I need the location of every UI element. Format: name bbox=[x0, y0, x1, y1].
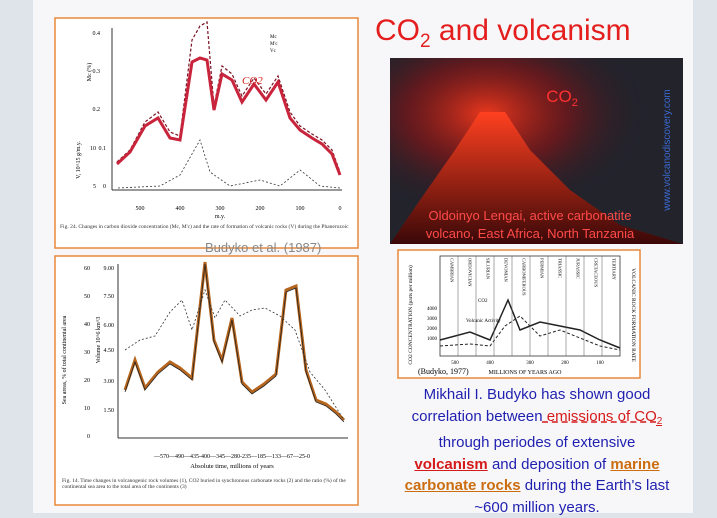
period-label: SILURIAN bbox=[486, 258, 491, 280]
axis-title: V, 10^15 g/m.y. bbox=[76, 141, 82, 179]
text-run: 2 bbox=[657, 416, 663, 427]
text-run: carbonate rocks bbox=[405, 477, 521, 494]
curve-label: Volcanic Activity bbox=[466, 319, 501, 324]
tick-label: 300 bbox=[216, 206, 225, 212]
text-run: emissions of CO bbox=[543, 408, 657, 425]
tick-label: 4000 bbox=[427, 307, 438, 312]
period-label: TRIASSIC bbox=[558, 258, 563, 278]
figure-caption: Fig. 24. Changes in carbon dioxide conce… bbox=[60, 224, 355, 230]
period-label: DEVONIAN bbox=[504, 258, 509, 282]
legend-entry: Mc bbox=[270, 35, 277, 40]
axis-title: VOLCANIC ROCK FORMATION RATE bbox=[630, 268, 636, 362]
tick-label: 300 bbox=[526, 361, 534, 366]
figure-bottom: 60 50 40 30 20 10 0 9.00 7.50 6.00 4.50 … bbox=[55, 256, 358, 505]
tick-labels: —570—490—435-400—345—280-235—185—133—67—… bbox=[153, 454, 310, 460]
paragraph-line: through periodes of extensive bbox=[370, 432, 704, 454]
axis-title: Sea areas, % of total continental area bbox=[61, 315, 68, 404]
figure-top: 0.4 0.3 0.2 0.1 0 10 5 Mc (%) V, 10^15 g… bbox=[55, 18, 358, 248]
tick-label: 0 bbox=[87, 434, 90, 440]
tick-label: 0.4 bbox=[93, 31, 101, 37]
text-run: and deposition of bbox=[488, 456, 611, 473]
tick-label: 500 bbox=[451, 361, 459, 366]
text-run: Mikhail I. Budyko has shown good bbox=[424, 386, 651, 403]
tick-label: 200 bbox=[256, 206, 265, 212]
photo-label-sub: 2 bbox=[572, 97, 578, 109]
tick-label: 50 bbox=[84, 294, 90, 300]
text-run: volcanism bbox=[414, 456, 487, 473]
photo-caption: Oldoinyo Lengai, active carbonatite bbox=[428, 208, 631, 223]
tick-label: 2000 bbox=[427, 327, 438, 332]
legend-entry: Vc bbox=[270, 49, 277, 54]
axis-title: m.y. bbox=[215, 214, 226, 220]
period-label: CRETACEOUS bbox=[594, 258, 599, 288]
period-label: JURASSIC bbox=[576, 258, 581, 279]
tick-label: 6.00 bbox=[104, 323, 115, 329]
period-label: CAMBRIAN bbox=[450, 258, 455, 283]
axis-title: Mc (%) bbox=[86, 63, 93, 82]
period-label: PERMIAN bbox=[540, 258, 545, 279]
tick-label: 100 bbox=[596, 361, 604, 366]
legend-entry: M'c bbox=[270, 42, 278, 47]
tick-label: 40 bbox=[84, 322, 90, 328]
tick-label: 4.50 bbox=[104, 348, 115, 354]
tick-label: 200 bbox=[561, 361, 569, 366]
text-run: through periodes of extensive bbox=[439, 434, 636, 451]
photo-label: CO bbox=[546, 87, 572, 106]
paragraph-line: ~600 million years. bbox=[370, 497, 704, 518]
tick-label: 400 bbox=[486, 361, 494, 366]
paragraph-line: Mikhail I. Budyko has shown good bbox=[370, 384, 704, 406]
text-run: during the Earth's last bbox=[521, 477, 670, 494]
frame bbox=[398, 250, 640, 378]
paragraph-line: volcanism and deposition of marine bbox=[370, 454, 704, 476]
tick-label: 100 bbox=[296, 206, 305, 212]
tick-label: 30 bbox=[84, 350, 90, 356]
tick-label: 3000 bbox=[427, 317, 438, 322]
figure-right: (Budyko, 1977) MILLIONS OF YEARS AGO 500… bbox=[398, 250, 640, 378]
photo: CO2 Oldoinyo Lengai, active carbonatite … bbox=[390, 58, 683, 244]
citation: (Budyko, 1977) bbox=[418, 367, 469, 376]
axis-title: MILLIONS OF YEARS AGO bbox=[489, 370, 563, 376]
tick-label: 5 bbox=[93, 184, 96, 190]
tick-label: 0.3 bbox=[93, 69, 101, 75]
paragraph-line: correlation between emissions of CO2 bbox=[370, 406, 704, 433]
paragraph-line: carbonate rocks during the Earth's last bbox=[370, 475, 704, 497]
tick-label: 3.00 bbox=[104, 379, 115, 385]
figure-caption: Fig. 14. Time changes in volcanogenic ro… bbox=[62, 478, 354, 490]
tick-label: 10 bbox=[84, 406, 90, 412]
frame bbox=[55, 18, 358, 248]
tick-label: 0.2 bbox=[93, 107, 101, 113]
photo-caption: volcano, East Africa, North Tanzania bbox=[426, 226, 635, 241]
tick-label: 60 bbox=[84, 266, 90, 272]
axis-title: Absolute time, millions of years bbox=[190, 463, 274, 470]
period-label: TERTIARY bbox=[612, 258, 617, 280]
period-label: CARBONIFEROUS bbox=[522, 258, 527, 296]
period-label: ORDOVICIAN bbox=[468, 258, 473, 287]
tick-label: 9.00 bbox=[104, 266, 115, 272]
tick-label: 0.1 bbox=[99, 146, 107, 152]
axis-title: CO2 CONCENTRATION (parts per million) bbox=[407, 265, 414, 364]
text-run: correlation between bbox=[412, 408, 543, 425]
text-run: marine bbox=[610, 456, 659, 473]
tick-label: 1.50 bbox=[104, 408, 115, 414]
citation: Budyko et al. (1987) bbox=[205, 240, 321, 255]
curve-label: CO2 bbox=[478, 299, 488, 304]
tick-label: 10 bbox=[90, 146, 96, 152]
tick-label: 1000 bbox=[427, 337, 438, 342]
tick-label: 400 bbox=[176, 206, 185, 212]
tick-label: 0 bbox=[339, 206, 342, 212]
tick-label: 0 bbox=[103, 184, 106, 190]
paragraph: Mikhail I. Budyko has shown good correlat… bbox=[370, 384, 704, 518]
axis-title: Volume 10^6 km^3 bbox=[96, 317, 102, 364]
tick-label: 20 bbox=[84, 378, 90, 384]
photo-credit: www.volcanodiscovery.com bbox=[662, 89, 673, 212]
tick-label: 500 bbox=[136, 206, 145, 212]
annotation: CO2 bbox=[242, 75, 263, 87]
tick-label: 7.50 bbox=[104, 294, 115, 300]
